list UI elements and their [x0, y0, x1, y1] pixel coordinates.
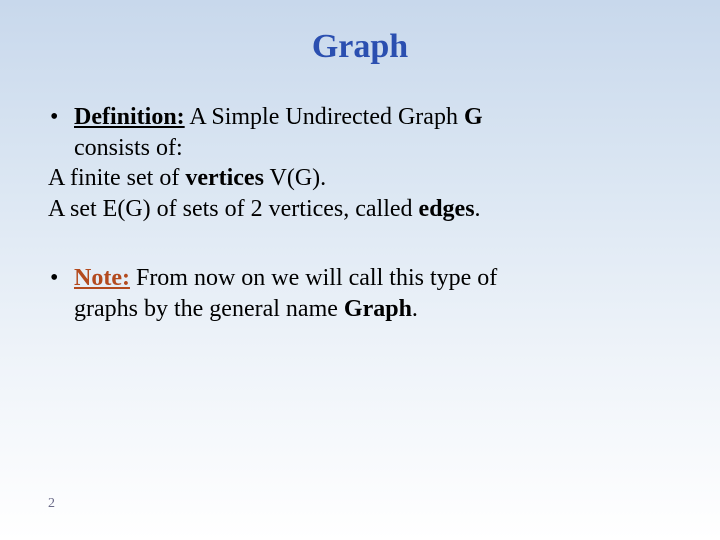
slide-title: Graph: [48, 28, 672, 66]
edges-word: edges: [419, 196, 475, 222]
definition-line-3: A finite set of vertices V(G).: [48, 163, 672, 194]
slide: Graph • Definition: A Simple Undirected …: [0, 0, 720, 540]
graph-word: Graph: [344, 296, 412, 322]
note-rest-1: From now on we will call this type of: [130, 265, 497, 291]
bullet-icon: •: [48, 102, 74, 133]
note-label: Note:: [74, 265, 130, 291]
definition-G: G: [464, 104, 483, 130]
definition-block: • Definition: A Simple Undirected Graph …: [48, 102, 672, 225]
vertices-word: vertices: [185, 165, 264, 191]
note-line-1: • Note: From now on we will call this ty…: [48, 263, 672, 294]
note-block: • Note: From now on we will call this ty…: [48, 263, 672, 324]
definition-line-2: consists of:: [48, 133, 672, 164]
note-line-1-text: Note: From now on we will call this type…: [74, 263, 497, 294]
definition-line-3c: V(G).: [264, 165, 326, 191]
definition-label: Definition:: [74, 104, 185, 130]
definition-line-4: A set E(G) of sets of 2 vertices, called…: [48, 194, 672, 225]
note-line-2c: .: [412, 296, 418, 322]
definition-line-1: • Definition: A Simple Undirected Graph …: [48, 102, 672, 133]
definition-rest-1: A Simple Undirected Graph: [185, 104, 464, 130]
definition-line-4a: A set E(G) of sets of 2 vertices, called: [48, 196, 419, 222]
page-number: 2: [48, 496, 55, 512]
note-line-2a: graphs by the general name: [74, 296, 344, 322]
definition-line-1-text: Definition: A Simple Undirected Graph G: [74, 102, 483, 133]
definition-line-3a: A finite set of: [48, 165, 185, 191]
definition-line-4c: .: [475, 196, 481, 222]
note-line-2: graphs by the general name Graph.: [48, 294, 672, 325]
bullet-icon: •: [48, 263, 74, 294]
